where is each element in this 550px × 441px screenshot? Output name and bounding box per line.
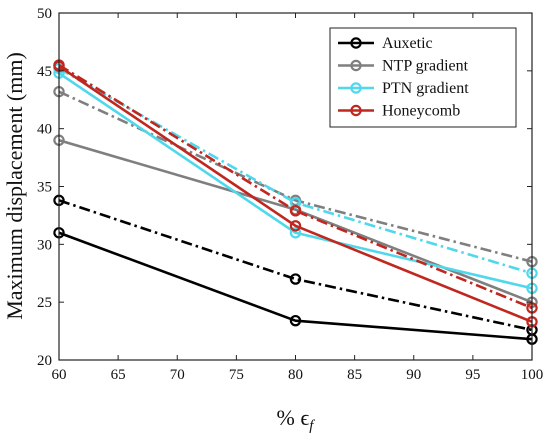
y-tick-label: 40	[37, 122, 52, 138]
legend-marker	[350, 82, 362, 94]
x-tick-label: 90	[406, 367, 421, 383]
x-tick-label: 85	[347, 367, 362, 383]
y-tick-label: 30	[37, 237, 52, 253]
data-point	[289, 220, 302, 232]
y-tick-label: 20	[37, 353, 52, 369]
x-axis-title: % ϵf	[277, 405, 316, 434]
legend-item-ntp-gradient: NTP gradient	[338, 58, 469, 75]
legend-marker	[350, 104, 362, 117]
data-point	[289, 314, 302, 327]
legend-label: NTP gradient	[382, 58, 469, 75]
x-axis-title-subscript: f	[309, 418, 315, 434]
y-tick-label: 25	[37, 295, 52, 311]
series-line	[58, 72, 533, 290]
legend-item-auxetic: Auxetic	[338, 35, 433, 52]
y-tick-label: 50	[37, 6, 52, 22]
series-line	[58, 199, 533, 332]
x-tick-label: 100	[521, 367, 544, 383]
legend-marker	[350, 37, 362, 49]
series-line	[58, 231, 533, 341]
series-line	[58, 138, 533, 304]
y-tick-label: 35	[37, 180, 52, 196]
data-point	[289, 227, 302, 239]
legend-marker	[350, 59, 362, 72]
data-point	[289, 196, 302, 209]
legend-item-honeycomb: Honeycomb	[338, 103, 460, 120]
plot-frame	[58, 12, 533, 361]
legend-label: Honeycomb	[382, 103, 460, 120]
data-point	[289, 273, 302, 285]
legend: Auxetic NTP gradient PTN gradient Honeycomb	[329, 27, 517, 128]
series-line	[58, 63, 533, 310]
x-tick-label: 80	[288, 367, 303, 383]
series-line	[58, 65, 533, 324]
x-tick-label: 95	[465, 367, 480, 383]
x-tick-label: 60	[52, 367, 67, 383]
x-tick-label: 75	[229, 367, 244, 383]
series-layer	[53, 59, 538, 345]
x-tick-label: 65	[111, 367, 126, 383]
x-tick-label: 70	[170, 367, 185, 383]
x-axis-ticks: 60 65 70 75 80 85 90 95 100	[52, 13, 544, 383]
y-axis-title: Maximum displacement (mm)	[2, 52, 27, 320]
legend-label: Auxetic	[382, 35, 433, 52]
legend-item-ptn-gradient: PTN gradient	[338, 80, 469, 97]
data-point	[289, 205, 302, 217]
legend-label: PTN gradient	[382, 80, 469, 97]
y-tick-label: 45	[37, 64, 52, 80]
